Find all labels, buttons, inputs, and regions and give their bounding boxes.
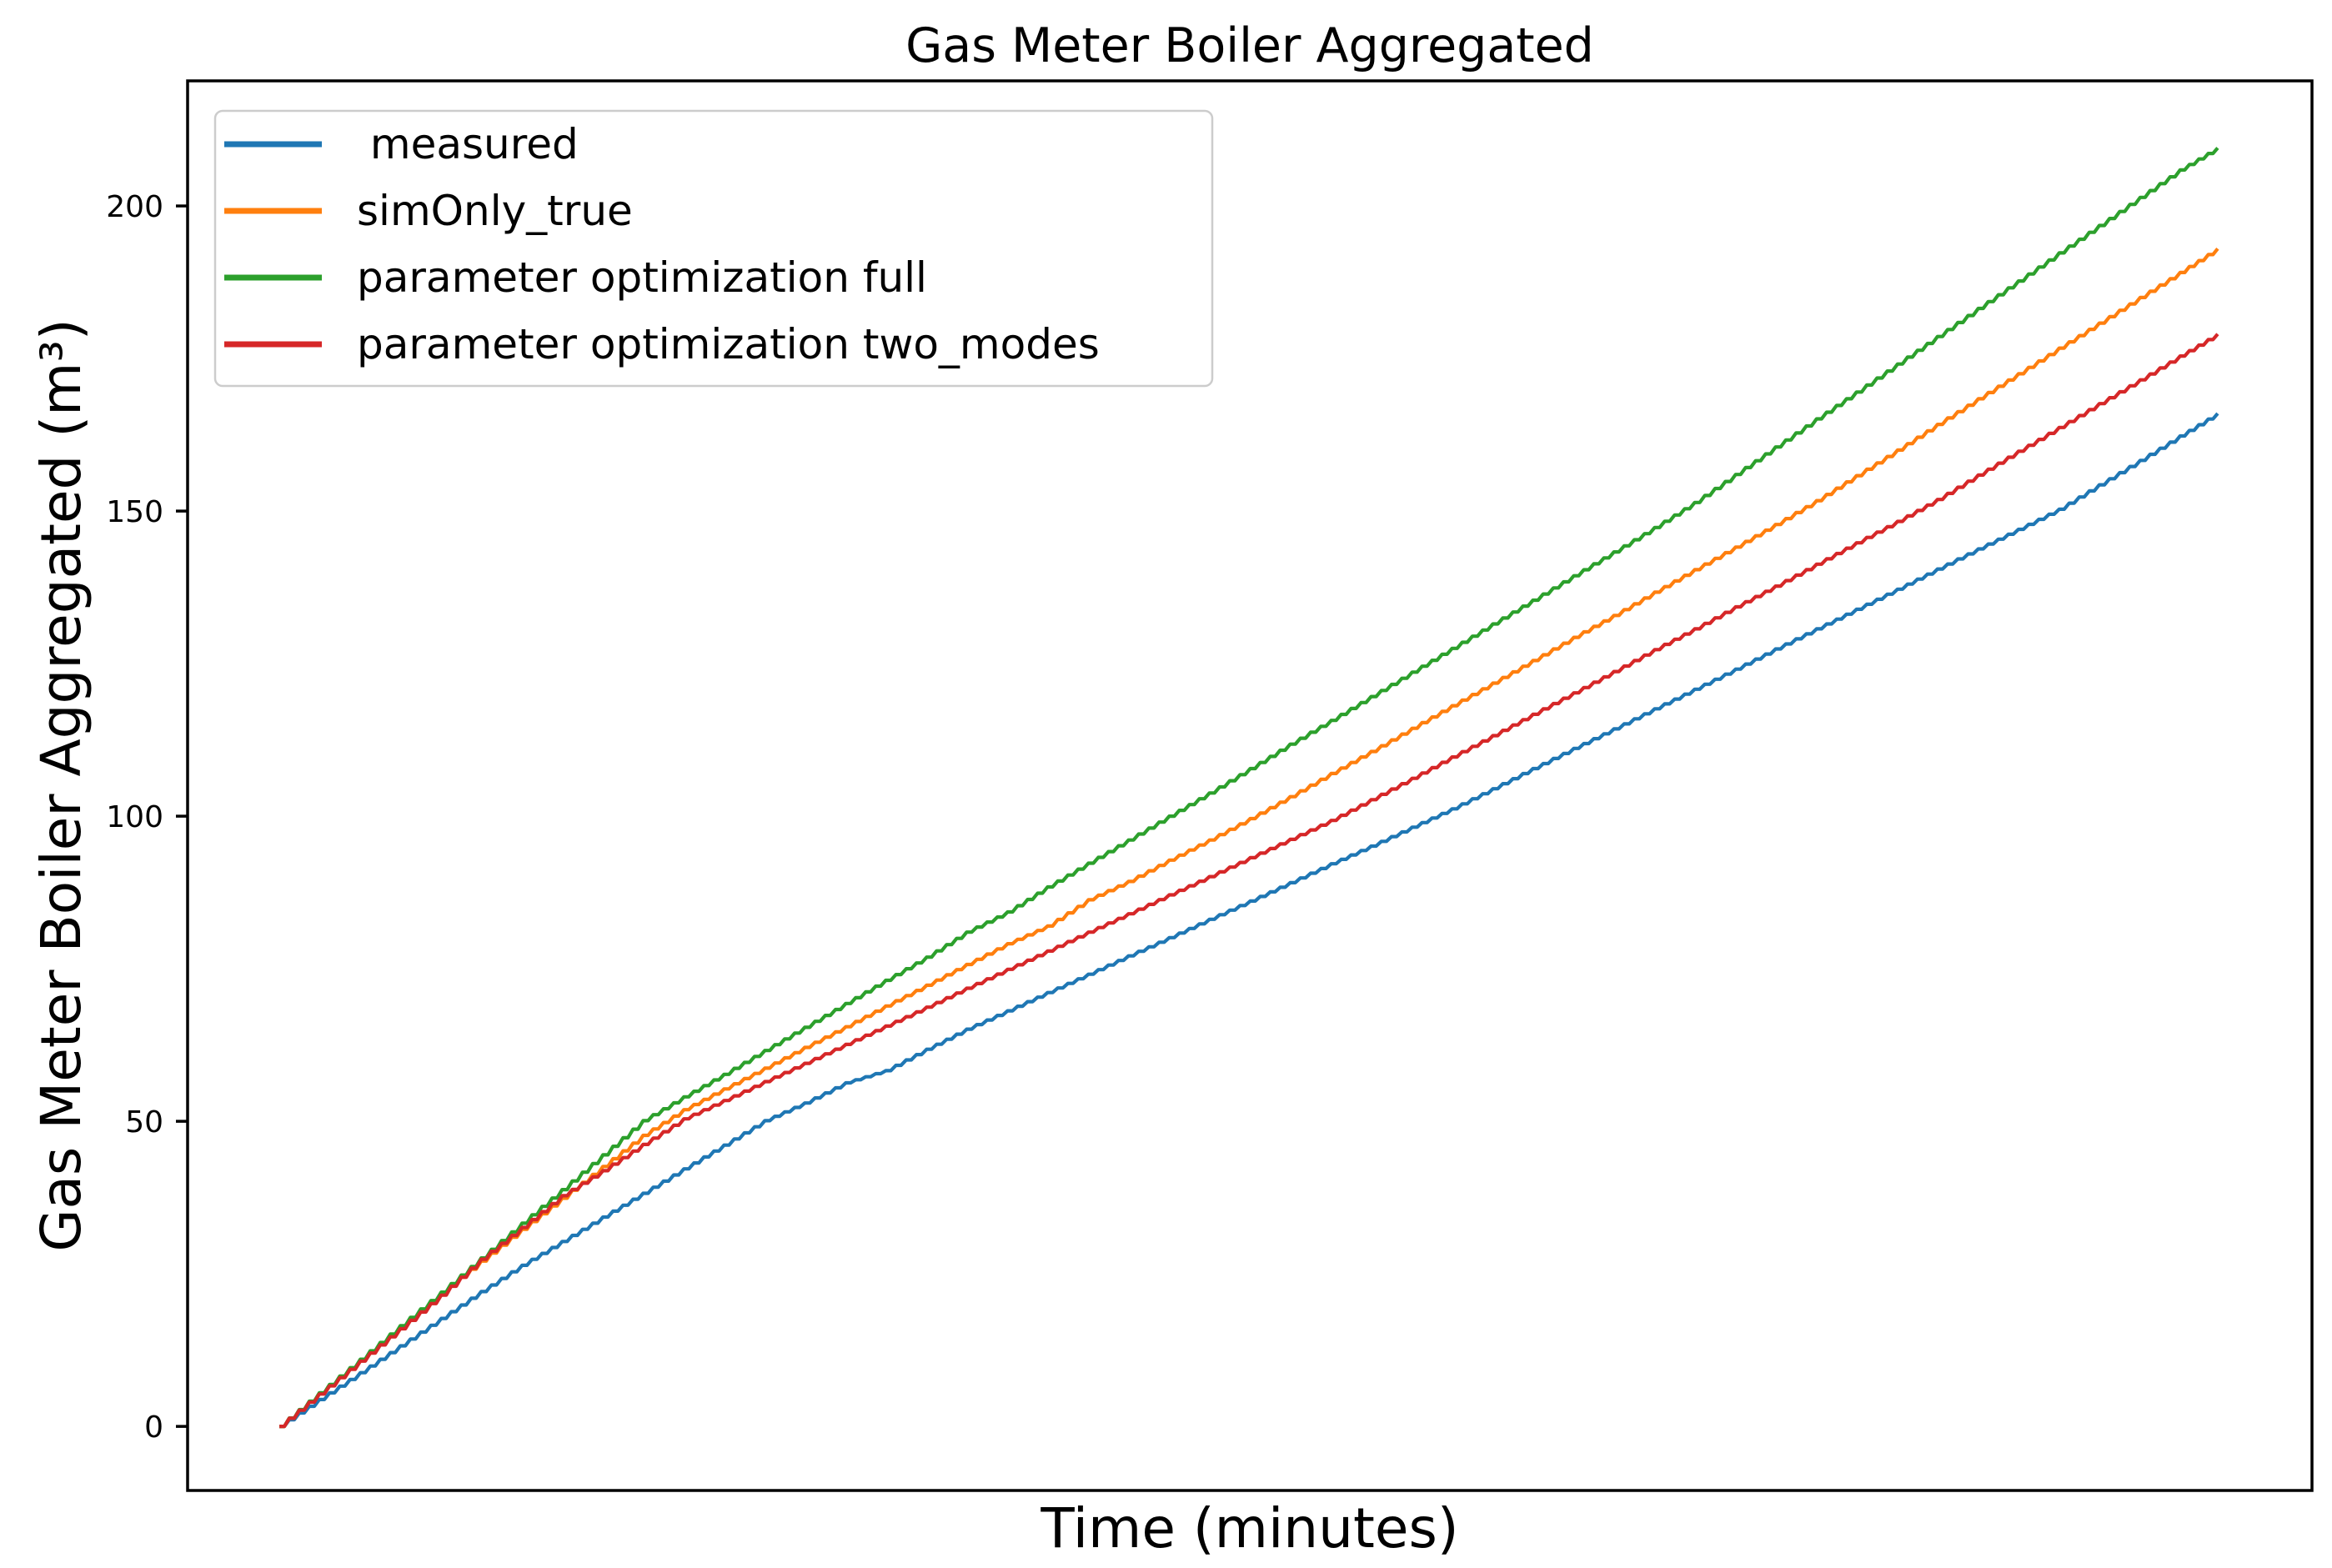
legend-label-simOnly_true: simOnly_true [357, 187, 633, 235]
legend-label-parameter-optimization-full: parameter optimization full [357, 253, 927, 302]
y-tick-label: 0 [144, 1410, 163, 1445]
series-line-parameter-optimization-two_modes [279, 333, 2219, 1429]
y-tick-label: 100 [106, 800, 163, 834]
series-line-measured [279, 412, 2219, 1429]
y-axis-label: Gas Meter Boiler Aggregated (m³) [29, 318, 93, 1251]
y-tick-label: 50 [125, 1105, 163, 1140]
chart-content: 0 50 100 150 200 measured simOnly_trueparamet… [106, 79, 2314, 1492]
y-tick-label: 150 [106, 495, 163, 529]
axes-frame [186, 79, 2314, 1492]
series-line-simOnly_true [279, 247, 2219, 1429]
legend-label-measured: measured [357, 120, 579, 168]
x-axis-label: Time (minutes) [1040, 1496, 1458, 1560]
legend-box [213, 109, 1214, 388]
legend-label-parameter-optimization-two_modes: parameter optimization two_modes [357, 320, 1100, 368]
chart-title: Gas Meter Boiler Aggregated [905, 18, 1594, 73]
series-line-parameter-optimization-full [279, 147, 2219, 1429]
y-tick-label: 200 [106, 190, 163, 224]
